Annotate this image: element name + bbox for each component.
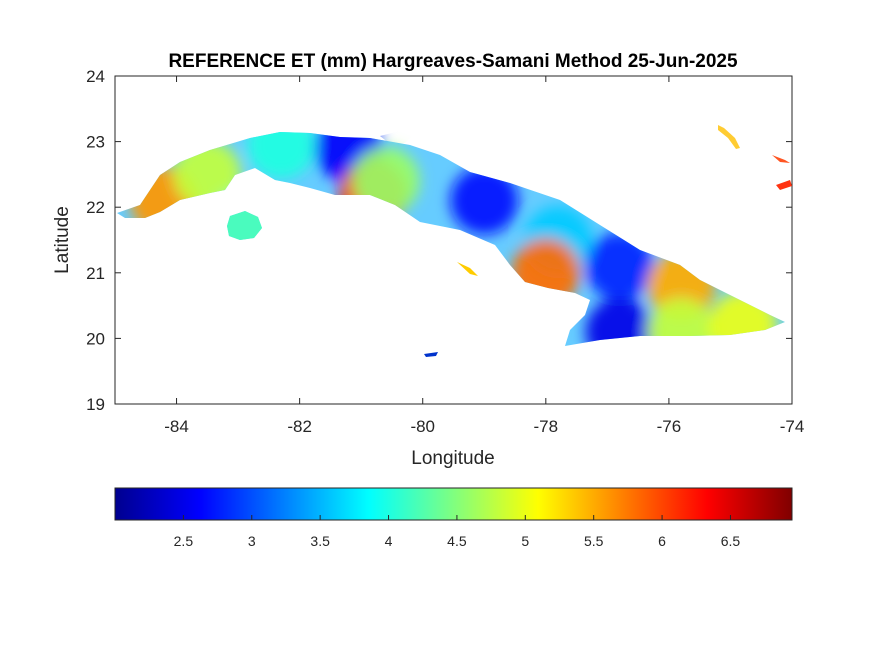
map-plot-area — [114, 75, 793, 405]
y-tick-label: 20 — [86, 329, 105, 348]
et-region-blob — [647, 297, 716, 346]
small-cay — [772, 155, 790, 163]
x-tick-label: -80 — [410, 417, 435, 436]
x-tick-label: -74 — [780, 417, 805, 436]
x-tick-label: -76 — [657, 417, 682, 436]
x-tick-label: -84 — [164, 417, 189, 436]
small-cay — [457, 262, 478, 276]
small-cay — [776, 180, 792, 190]
y-tick-label: 23 — [86, 133, 105, 152]
colorbar-tick-label: 6 — [658, 533, 666, 549]
et-region-blob — [585, 297, 654, 346]
y-axis-label: Latitude — [52, 206, 73, 274]
colorbar-tick-label: 4.5 — [447, 533, 467, 549]
y-tick-label: 24 — [86, 67, 105, 86]
colorbar-tick-label: 4 — [385, 533, 393, 549]
y-axis-ticks: 19 20 21 22 23 24 — [86, 67, 792, 414]
small-cay — [424, 352, 438, 357]
y-tick-label: 22 — [86, 198, 105, 217]
colorbar-tick-label: 3.5 — [310, 533, 330, 549]
x-axis-label: Longitude — [411, 448, 494, 469]
x-axis-ticks: -84 -82 -80 -78 -76 -74 — [164, 76, 804, 436]
et-region-blob — [450, 166, 519, 235]
colorbar-tick-label: 5 — [521, 533, 529, 549]
small-cay — [718, 125, 740, 149]
colorbar-tick-label: 6.5 — [721, 533, 741, 549]
colorbar-tick-label: 2.5 — [174, 533, 194, 549]
y-tick-label: 19 — [86, 395, 105, 414]
chart-title: REFERENCE ET (mm) Hargreaves-Samani Meth… — [168, 51, 738, 72]
et-region-blob — [247, 131, 316, 179]
colorbar-tick-label: 5.5 — [584, 533, 604, 549]
colorbar-ticks: 2.5 3 3.5 4 4.5 5 5.5 6 6.5 — [174, 515, 741, 549]
colorbar — [114, 487, 793, 521]
et-region-blob — [585, 232, 654, 301]
y-tick-label: 21 — [86, 264, 105, 283]
x-tick-label: -82 — [287, 417, 312, 436]
colorbar-tick-label: 3 — [248, 533, 256, 549]
x-tick-label: -78 — [534, 417, 559, 436]
